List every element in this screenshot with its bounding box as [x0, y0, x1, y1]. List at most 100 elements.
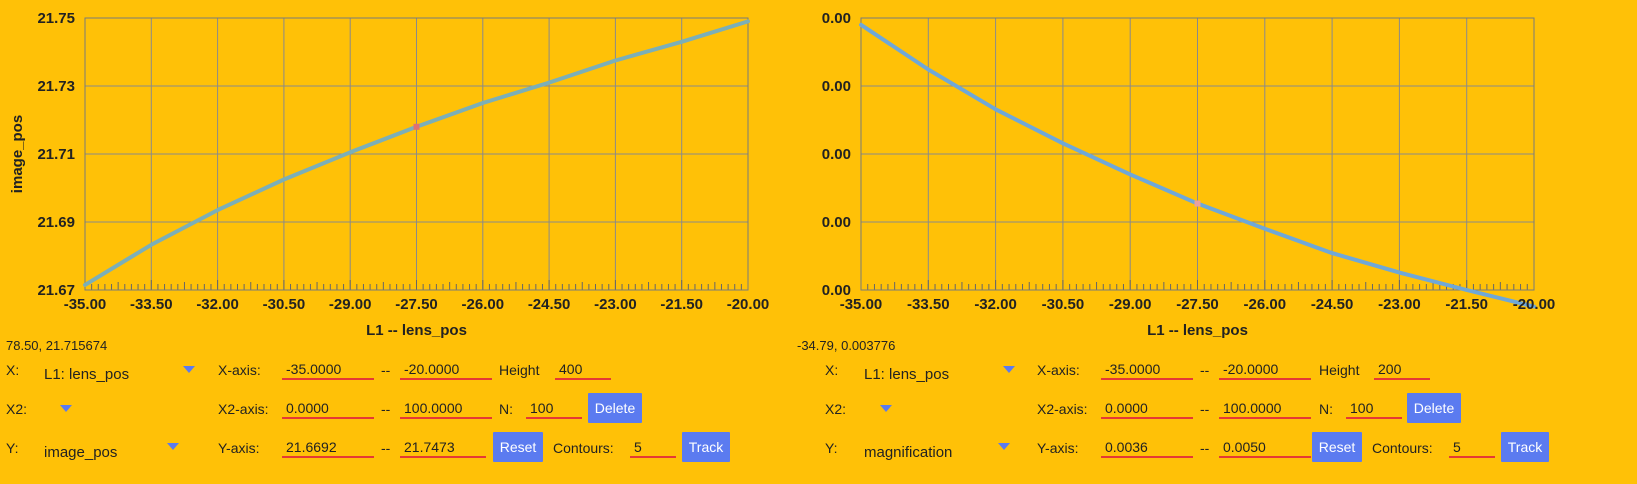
- y-tick-label: 21.69: [37, 214, 75, 231]
- x-axis-title: L1 -- lens_pos: [1147, 322, 1248, 339]
- x-tick-label: -21.50: [1445, 296, 1488, 313]
- x-tick-label: -20.00: [1513, 296, 1556, 313]
- x-tick-label: -30.50: [1042, 296, 1085, 313]
- x2-axis-label: X2-axis:: [1037, 401, 1088, 417]
- delete-button[interactable]: Delete: [1407, 393, 1461, 423]
- x-tick-label: -27.50: [395, 296, 438, 313]
- contours-label: Contours:: [553, 440, 614, 456]
- reset-button[interactable]: Reset: [1312, 432, 1362, 462]
- x-tick-label: -29.00: [329, 296, 372, 313]
- n-label: N:: [499, 401, 513, 417]
- x-tick-label: -33.50: [130, 296, 173, 313]
- x-axis-separator: --: [381, 362, 391, 378]
- x-dropdown-chevron-icon[interactable]: [183, 366, 195, 373]
- height-input[interactable]: 200: [1374, 360, 1430, 380]
- chart-image-pos[interactable]: -35.00 -33.50 -32.00 -30.50 -29.00 -27.50 -26.…: [0, 0, 818, 345]
- x-tick-label: -21.50: [660, 296, 703, 313]
- x2-axis-separator: --: [381, 401, 391, 417]
- x-tick-label: -29.00: [1109, 296, 1152, 313]
- delete-button[interactable]: Delete: [588, 393, 642, 423]
- tracking-marker: [1194, 200, 1201, 207]
- coord-readout: -34.79, 0.003776: [797, 338, 896, 353]
- y-select[interactable]: magnification: [864, 444, 953, 461]
- n-input[interactable]: 100: [1346, 399, 1402, 419]
- track-button[interactable]: Track: [682, 432, 730, 462]
- y-tick-label: 21.67: [37, 282, 75, 299]
- n-input[interactable]: 100: [526, 399, 582, 419]
- y-axis-separator: --: [1200, 440, 1210, 456]
- x-tick-label: -33.50: [907, 296, 950, 313]
- y-dropdown-chevron-icon[interactable]: [998, 443, 1010, 450]
- x2-axis-label: X2-axis:: [218, 401, 269, 417]
- contours-input[interactable]: 5: [1449, 438, 1495, 458]
- x-tick-label: -27.50: [1176, 296, 1219, 313]
- track-button[interactable]: Track: [1501, 432, 1549, 462]
- x-select-value: L1: lens_pos: [864, 366, 950, 383]
- x2-dropdown-chevron-icon[interactable]: [60, 405, 72, 412]
- reset-button[interactable]: Reset: [493, 432, 543, 462]
- y-axis-separator: --: [381, 440, 391, 456]
- contours-label: Contours:: [1372, 440, 1433, 456]
- x-tick-label: -35.00: [64, 296, 107, 313]
- y-select[interactable]: image_pos: [44, 444, 118, 461]
- chart-magnification[interactable]: -35.00 -33.50 -32.00 -30.50 -29.00 -27.50 -26.…: [819, 0, 1637, 345]
- height-label: Height: [1319, 362, 1360, 378]
- x-axis-title: L1 -- lens_pos: [366, 322, 467, 339]
- coord-readout: 78.50, 21.715674: [6, 338, 108, 353]
- x2-axis-max-input[interactable]: 100.0000: [1219, 399, 1311, 419]
- x-select[interactable]: L1: lens_pos: [864, 366, 949, 383]
- x-tick-label: -23.00: [594, 296, 637, 313]
- y-tick-label: 0.00: [822, 10, 851, 27]
- y-label: Y:: [825, 440, 838, 456]
- x2-axis-min-input[interactable]: 0.0000: [282, 399, 374, 419]
- x-tick-label: -24.50: [1311, 296, 1354, 313]
- height-input[interactable]: 400: [555, 360, 611, 380]
- y-tick-label: 0.00: [822, 146, 851, 163]
- x2-label: X2:: [6, 401, 28, 417]
- y-axis-title: image_pos: [9, 115, 26, 193]
- y-tick-label: 0.00: [822, 214, 851, 231]
- y-axis-max-input[interactable]: 21.7473: [400, 438, 486, 458]
- x-tick-label: -26.00: [1244, 296, 1287, 313]
- y-axis-label: Y-axis:: [218, 440, 260, 456]
- height-label: Height: [499, 362, 540, 378]
- y-tick-label: 0.00: [822, 78, 851, 95]
- y-tick-label: 21.75: [37, 10, 75, 27]
- x2-label-value: X2:: [825, 401, 847, 417]
- x-label: X:: [6, 362, 20, 378]
- x-tick-label: -23.00: [1378, 296, 1421, 313]
- y-tick-label: 21.71: [37, 146, 75, 163]
- x-select[interactable]: L1: lens_pos: [44, 366, 130, 383]
- x-tick-label: -32.00: [974, 296, 1017, 313]
- x-axis-max-input[interactable]: -20.0000: [400, 360, 492, 380]
- x-axis-label: X-axis:: [1037, 362, 1080, 378]
- x-dropdown-chevron-icon[interactable]: [1003, 366, 1015, 373]
- y-axis-min-input[interactable]: 0.0036: [1101, 438, 1193, 458]
- x-axis-label: X-axis:: [218, 362, 261, 378]
- y-axis-min-input[interactable]: 21.6692: [282, 438, 374, 458]
- y-tick-label: 0.00: [822, 282, 851, 299]
- x-tick-label: -20.00: [727, 296, 770, 313]
- x-axis-separator: --: [1200, 362, 1210, 378]
- x-tick-label: -35.00: [840, 296, 883, 313]
- x-axis-min-input[interactable]: -35.0000: [1101, 360, 1193, 380]
- x2-axis-separator: --: [1200, 401, 1210, 417]
- y-label: Y:: [6, 440, 19, 456]
- x-tick-label: -26.00: [462, 296, 505, 313]
- x2-axis-max-input[interactable]: 100.0000: [400, 399, 492, 419]
- x-tick-label: -24.50: [528, 296, 571, 313]
- y-axis-label: Y-axis:: [1037, 440, 1079, 456]
- x-tick-label: -32.00: [196, 296, 239, 313]
- y-axis-max-input[interactable]: 0.0050: [1219, 438, 1311, 458]
- n-label: N:: [1319, 401, 1333, 417]
- x-axis-min-input[interactable]: -35.0000: [282, 360, 374, 380]
- y-dropdown-chevron-icon[interactable]: [167, 443, 179, 450]
- x-axis-max-input[interactable]: -20.0000: [1219, 360, 1311, 380]
- plot-frame: [860, 17, 1535, 291]
- contours-input[interactable]: 5: [630, 438, 676, 458]
- x-label: X:: [825, 362, 839, 378]
- plot-panel-right: -35.00 -33.50 -32.00 -30.50 -29.00 -27.50 -26.…: [797, 0, 1637, 484]
- tracking-marker: [413, 123, 420, 130]
- x2-axis-min-input[interactable]: 0.0000: [1101, 399, 1193, 419]
- x2-dropdown-chevron-icon[interactable]: [880, 405, 892, 412]
